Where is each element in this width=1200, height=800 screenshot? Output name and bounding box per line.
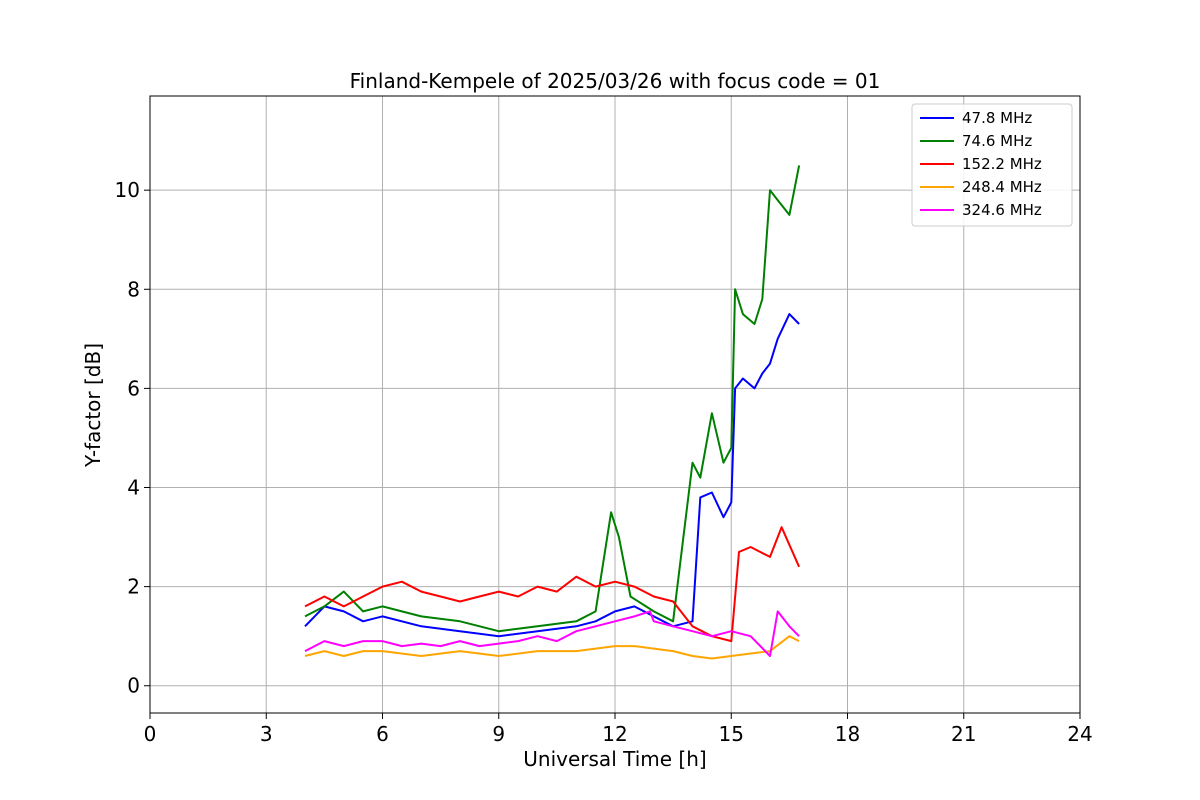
x-tick-label: 9 [492, 722, 505, 746]
series-line-1 [304, 165, 801, 633]
legend-label: 152.2 MHz [962, 155, 1042, 173]
y-tick-label: 8 [127, 277, 140, 301]
legend-frame [911, 103, 1073, 227]
x-tick-label: 15 [719, 722, 744, 746]
series-line-0 [304, 313, 800, 638]
series-lines [304, 165, 801, 660]
x-tick-label: 0 [144, 722, 157, 746]
series-line-2 [304, 526, 801, 643]
x-tick-label: 3 [260, 722, 273, 746]
legend: 47.8 MHz 74.6 MHz 152.2 MHz 248.4 MHz 32… [911, 103, 1073, 227]
y-tick-label: 2 [127, 575, 140, 599]
chart-title: Finland-Kempele of 2025/03/26 with focus… [350, 69, 881, 93]
legend-label: 324.6 MHz [962, 201, 1042, 219]
x-tick-label: 18 [835, 722, 860, 746]
y-axis-label: Y-factor [dB] [81, 343, 105, 468]
series-line-3 [304, 635, 800, 660]
x-tick-label: 12 [602, 722, 627, 746]
legend-items: 47.8 MHz 74.6 MHz 152.2 MHz 248.4 MHz 32… [920, 109, 1042, 219]
x-tick-label: 24 [1067, 722, 1092, 746]
legend-label: 47.8 MHz [962, 109, 1032, 127]
y-tick-label: 10 [115, 178, 140, 202]
x-tick-label: 21 [951, 722, 976, 746]
legend-label: 74.6 MHz [962, 132, 1032, 150]
series-line-4 [304, 610, 800, 657]
y-tick-label: 6 [127, 376, 140, 400]
y-tick-label: 4 [127, 476, 140, 500]
x-tick-label: 6 [376, 722, 389, 746]
y-tick-label: 0 [127, 674, 140, 698]
legend-label: 248.4 MHz [962, 178, 1042, 196]
x-axis-label: Universal Time [h] [523, 747, 706, 771]
